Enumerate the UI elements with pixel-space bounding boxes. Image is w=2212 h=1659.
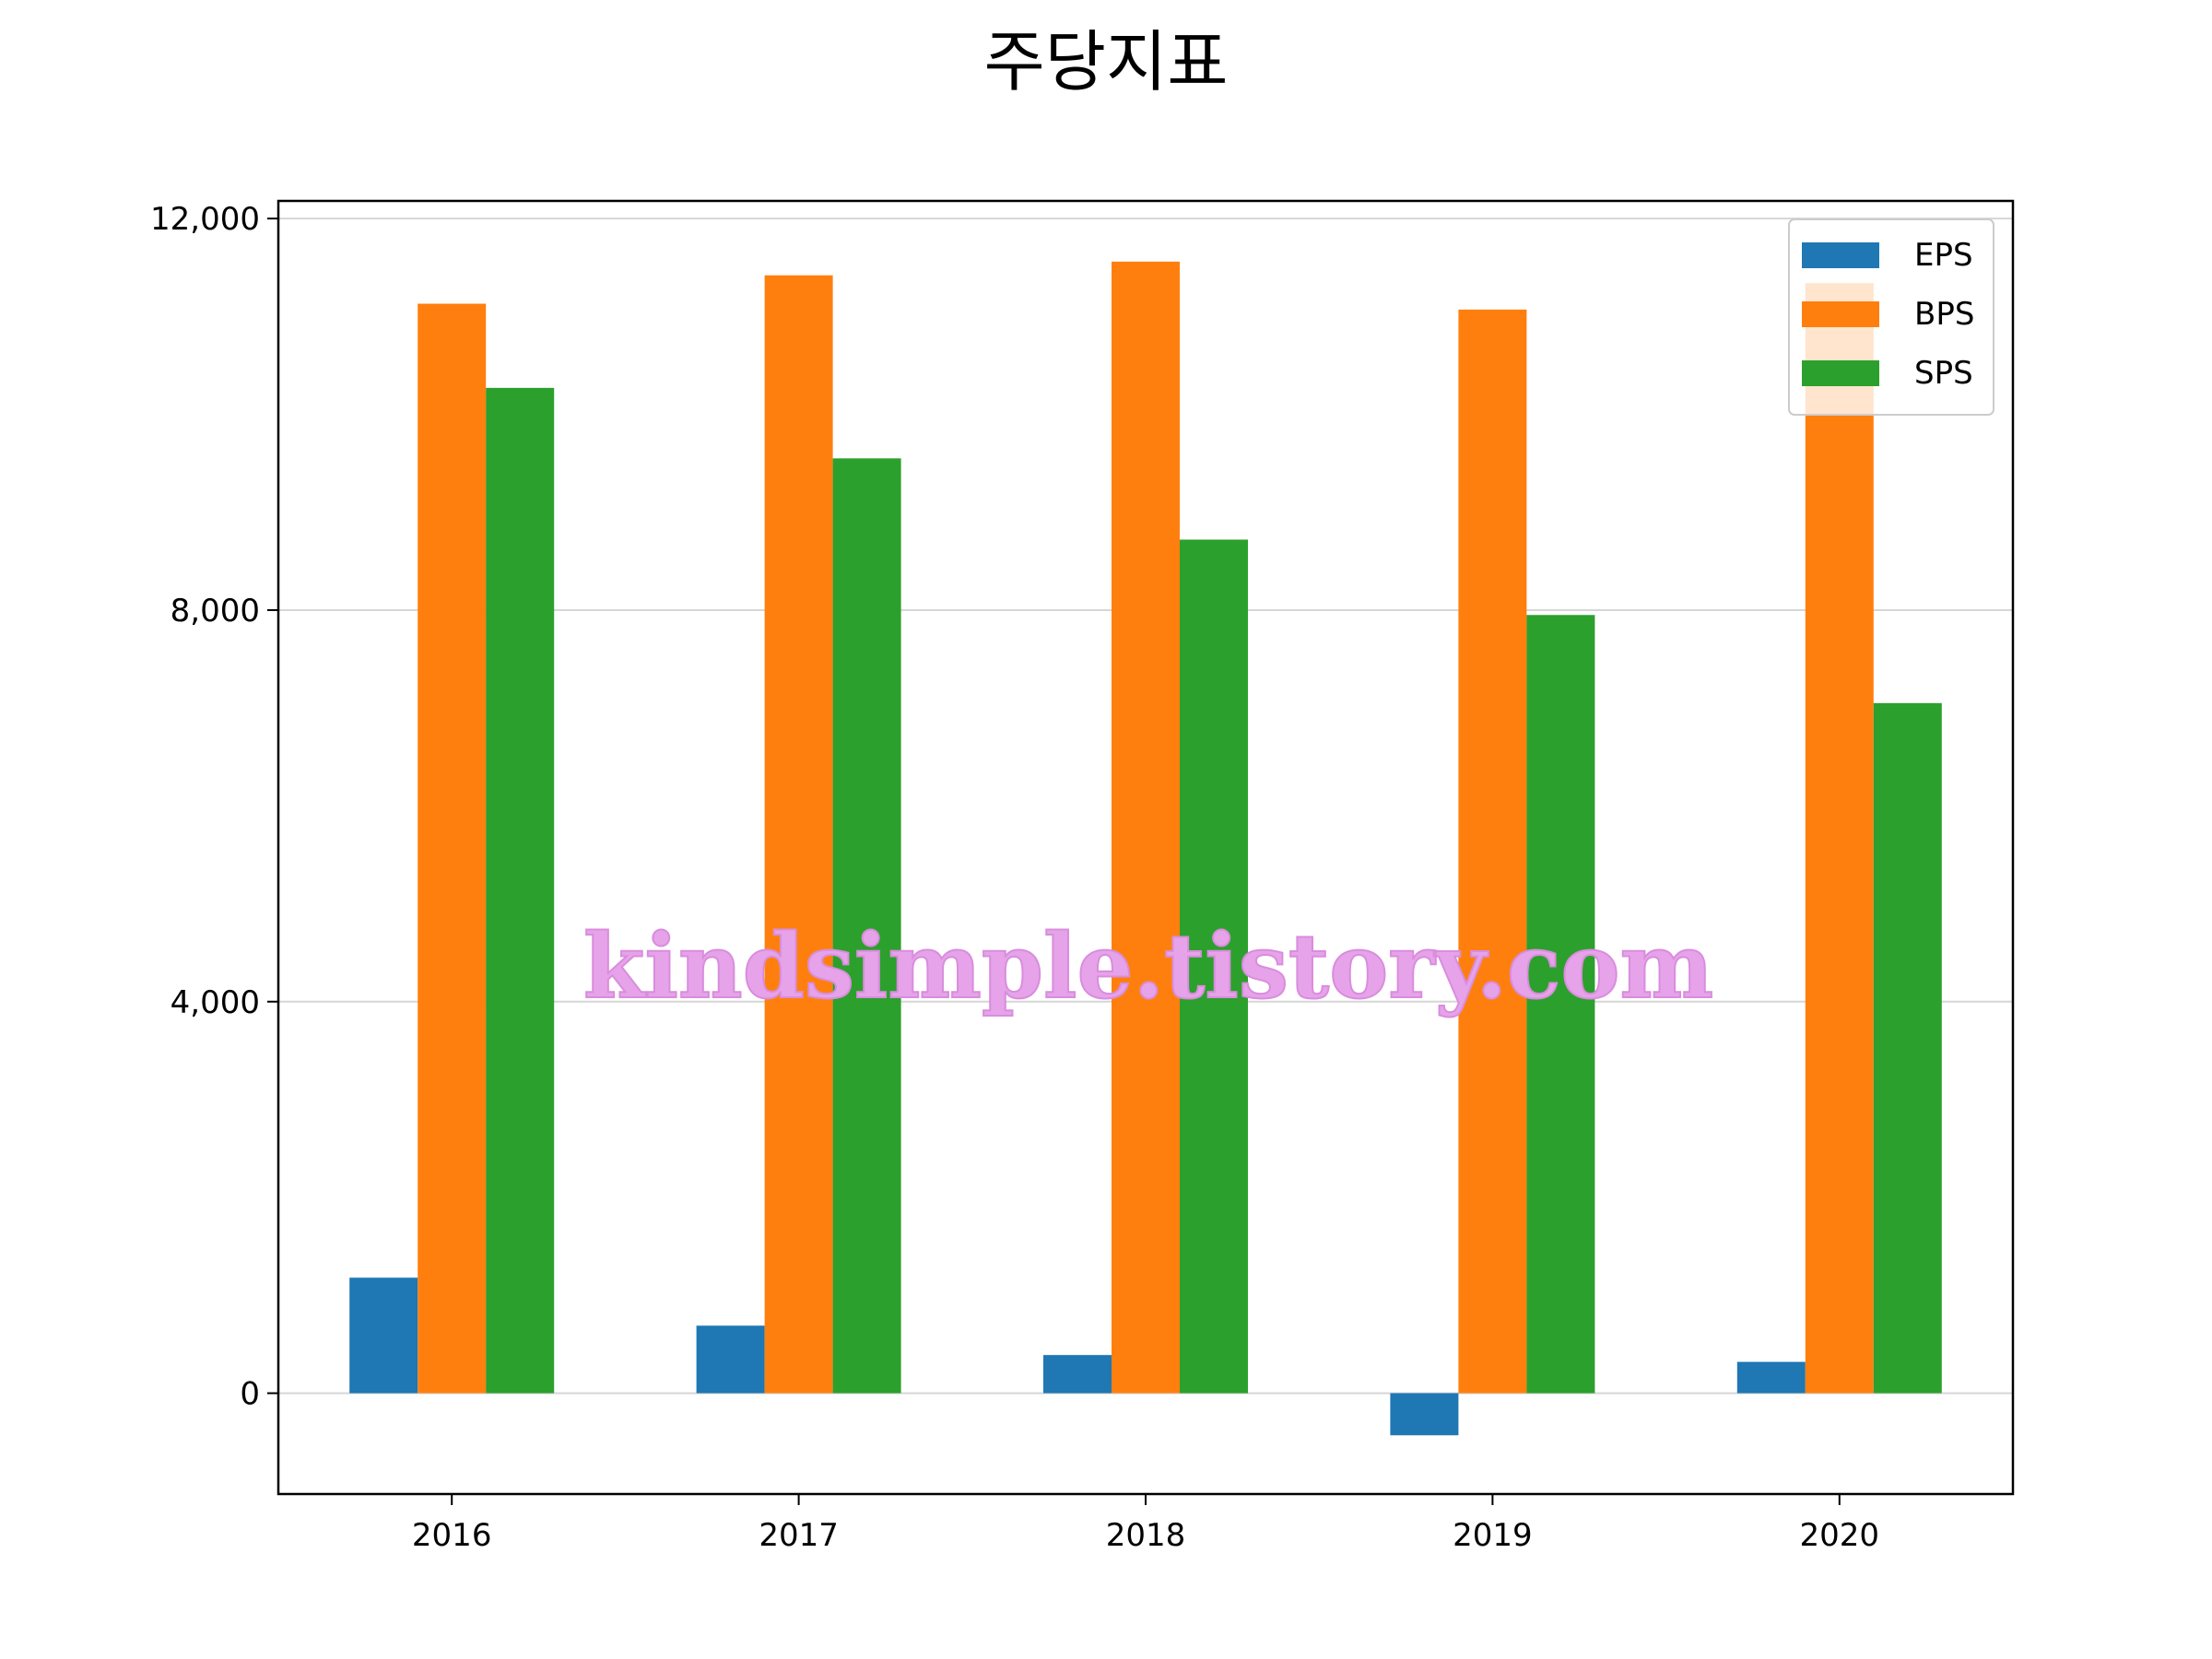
y-tick-label-3: 12,000 xyxy=(150,201,260,238)
bar-bps-2016 xyxy=(418,303,487,1394)
legend-swatch-eps xyxy=(1802,242,1879,268)
y-tick-label-0: 0 xyxy=(240,1376,260,1413)
bar-eps-2017 xyxy=(696,1325,765,1394)
legend-label-eps: EPS xyxy=(1914,237,1973,274)
x-tick-label-2017: 2017 xyxy=(759,1517,839,1554)
y-axis: 0 4,000 8,000 12,000 xyxy=(150,201,278,1413)
x-tick-label-2018: 2018 xyxy=(1106,1517,1186,1554)
x-axis: 2016 2017 2018 2019 2020 xyxy=(412,1494,1879,1554)
bar-sps-2016 xyxy=(486,387,555,1394)
legend: EPS BPS SPS xyxy=(1788,218,1994,416)
bar-bps-2020 xyxy=(1805,283,1874,1394)
legend-label-bps: BPS xyxy=(1914,296,1974,333)
chart-title: 주당지표 xyxy=(984,23,1229,100)
bar-sps-2019 xyxy=(1526,615,1595,1394)
bar-bps-2018 xyxy=(1112,261,1180,1394)
bar-eps-2020 xyxy=(1736,1361,1806,1394)
bar-sps-2018 xyxy=(1180,539,1248,1394)
bar-eps-2018 xyxy=(1043,1355,1112,1394)
bar-bps-2019 xyxy=(1458,309,1527,1394)
x-tick-label-2019: 2019 xyxy=(1453,1517,1533,1554)
bar-eps-2019 xyxy=(1390,1393,1459,1436)
x-tick-label-2016: 2016 xyxy=(412,1517,492,1554)
bar-sps-2017 xyxy=(832,458,901,1394)
watermark-text: kindsimple.tistory.com xyxy=(583,914,1713,1018)
bar-bps-2017 xyxy=(764,275,833,1394)
bar-eps-2016 xyxy=(349,1277,418,1394)
legend-swatch-sps xyxy=(1802,360,1879,386)
legend-swatch-bps xyxy=(1802,301,1879,327)
y-tick-label-1: 4,000 xyxy=(171,984,260,1021)
legend-label-sps: SPS xyxy=(1914,355,1973,392)
bars xyxy=(349,261,1942,1436)
y-tick-label-2: 8,000 xyxy=(171,593,260,629)
bar-sps-2020 xyxy=(1873,702,1942,1394)
x-tick-label-2020: 2020 xyxy=(1800,1517,1880,1554)
